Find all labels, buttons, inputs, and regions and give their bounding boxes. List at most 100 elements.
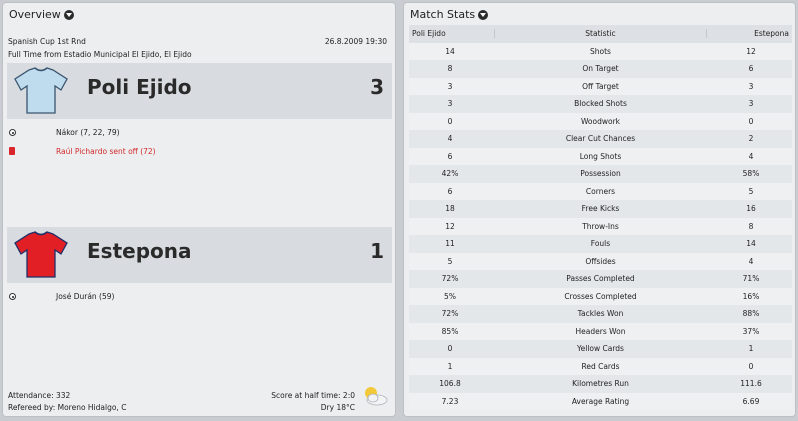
away-value: 1 xyxy=(748,344,754,354)
away-kit-shirt-icon xyxy=(14,231,68,278)
table-row: 7.23 Average Rating 6.69 xyxy=(409,392,792,410)
home-red-card-text[interactable]: Raúl Pichardo sent off (72) xyxy=(56,146,156,156)
stat-name: Blocked Shots xyxy=(574,99,627,109)
table-row: 1 Red Cards 0 xyxy=(409,357,792,375)
stat-name: Tackles Won xyxy=(577,309,624,319)
overview-title: Overview xyxy=(9,8,61,21)
table-row: 106.8 Kilometres Run 111.6 xyxy=(409,375,792,393)
stats-table-header: Poli Ejido Statistic Estepona xyxy=(409,25,792,43)
stats-table: Poli Ejido Statistic Estepona 14 Shots 12 8… xyxy=(409,25,792,410)
away-value: 6 xyxy=(748,64,754,74)
home-value: 3 xyxy=(447,81,453,91)
table-row: 72% Passes Completed 71% xyxy=(409,270,792,288)
home-value: 0 xyxy=(447,116,453,126)
stat-name: Average Rating xyxy=(571,396,630,406)
away-score: 1 xyxy=(370,239,384,263)
stat-name: Shots xyxy=(590,46,611,56)
away-value: 0 xyxy=(748,116,754,126)
red-card-icon xyxy=(9,147,15,155)
result-line: Full Time from Estadio Municipal El Ejid… xyxy=(8,50,192,59)
match-stats-panel: Match Stats Poli Ejido Statistic Estepon… xyxy=(403,2,796,417)
table-row: 6 Corners 5 xyxy=(409,182,792,200)
overview-panel: Overview Spanish Cup 1st Rnd 26.8.2009 1… xyxy=(2,2,396,417)
match-stats-title: Match Stats xyxy=(410,8,476,21)
home-value: 11 xyxy=(445,239,455,249)
stat-name: Woodwork xyxy=(580,116,621,126)
home-team-name[interactable]: Poli Ejido xyxy=(87,75,192,99)
stat-name: Headers Won xyxy=(575,326,626,336)
stat-name: Red Cards xyxy=(581,361,620,371)
home-value: 18 xyxy=(445,204,455,214)
column-header-home[interactable]: Poli Ejido xyxy=(412,29,446,39)
stat-name: Fouls xyxy=(590,239,611,249)
away-value: 3 xyxy=(748,81,754,91)
home-value: 12 xyxy=(445,221,455,231)
stat-name: Long Shots xyxy=(579,151,622,161)
table-row: 5 Offsides 4 xyxy=(409,252,792,270)
away-team-name[interactable]: Estepona xyxy=(87,239,192,263)
home-value: 6 xyxy=(447,186,453,196)
home-kit-shirt-icon xyxy=(14,67,68,114)
away-value: 0 xyxy=(748,361,754,371)
away-value: 58% xyxy=(742,169,760,179)
home-value: 42% xyxy=(441,169,459,179)
table-row: 3 Off Target 3 xyxy=(409,77,792,95)
home-team-band: Poli Ejido 3 xyxy=(7,63,392,119)
home-value: 1 xyxy=(447,361,453,371)
away-value: 14 xyxy=(746,239,756,249)
home-score: 3 xyxy=(370,75,384,99)
overview-header[interactable]: Overview xyxy=(9,8,74,21)
away-value: 4 xyxy=(748,151,754,161)
table-row: 8 On Target 6 xyxy=(409,60,792,78)
chevron-down-icon[interactable] xyxy=(478,9,489,20)
match-datetime: 26.8.2009 19:30 xyxy=(324,37,387,46)
stat-name: Corners xyxy=(585,186,616,196)
away-value: 6.69 xyxy=(742,396,760,406)
table-row: 12 Throw-Ins 8 xyxy=(409,217,792,235)
attendance: Attendance: 332 xyxy=(8,391,71,400)
table-row: 6 Long Shots 4 xyxy=(409,147,792,165)
away-value: 5 xyxy=(748,186,754,196)
column-header-statistic[interactable]: Statistic xyxy=(494,29,707,39)
stat-name: Offsides xyxy=(585,256,616,266)
table-row: 3 Blocked Shots 3 xyxy=(409,95,792,113)
away-value: 12 xyxy=(746,46,756,56)
home-value: 3 xyxy=(447,99,453,109)
referee[interactable]: Refereed by: Moreno Hidalgo, C xyxy=(8,403,127,412)
partly-cloudy-icon xyxy=(365,387,388,406)
away-value: 88% xyxy=(742,309,760,319)
table-row: 14 Shots 12 xyxy=(409,42,792,60)
table-row: 4 Clear Cut Chances 2 xyxy=(409,130,792,148)
home-value: 6 xyxy=(447,151,453,161)
stat-name: Possession xyxy=(580,169,621,179)
table-row: 11 Fouls 14 xyxy=(409,235,792,253)
table-row: 5% Crosses Completed 16% xyxy=(409,287,792,305)
chevron-down-icon[interactable] xyxy=(63,9,74,20)
away-value: 37% xyxy=(742,326,760,336)
stat-name: Free Kicks xyxy=(581,204,620,214)
home-value: 8 xyxy=(447,64,453,74)
away-goal-text[interactable]: José Durán (59) xyxy=(56,292,115,301)
stat-name: Crosses Completed xyxy=(564,291,637,301)
away-event-goal: José Durán (59) xyxy=(9,292,114,301)
home-event-goal: Nákor (7, 22, 79) xyxy=(9,128,120,137)
match-stats-header[interactable]: Match Stats xyxy=(410,8,489,21)
away-value: 8 xyxy=(748,221,754,231)
home-goal-text[interactable]: Nákor (7, 22, 79) xyxy=(56,128,120,137)
away-value: 111.6 xyxy=(740,379,762,389)
away-value: 16% xyxy=(742,291,760,301)
stat-name: On Target xyxy=(582,64,619,74)
table-row: 42% Possession 58% xyxy=(409,165,792,183)
away-value: 4 xyxy=(748,256,754,266)
half-time-score: Score at half time: 2:0 xyxy=(271,391,355,400)
home-value: 4 xyxy=(447,134,453,144)
weather-text: Dry 18°C xyxy=(320,403,355,412)
home-value: 85% xyxy=(441,326,459,336)
table-row: 72% Tackles Won 88% xyxy=(409,305,792,323)
stat-name: Yellow Cards xyxy=(577,344,624,354)
column-header-away[interactable]: Estepona xyxy=(754,29,789,39)
ball-icon xyxy=(9,293,16,300)
away-value: 16 xyxy=(746,204,756,214)
stat-name: Off Target xyxy=(582,81,619,91)
home-value: 72% xyxy=(441,274,459,284)
